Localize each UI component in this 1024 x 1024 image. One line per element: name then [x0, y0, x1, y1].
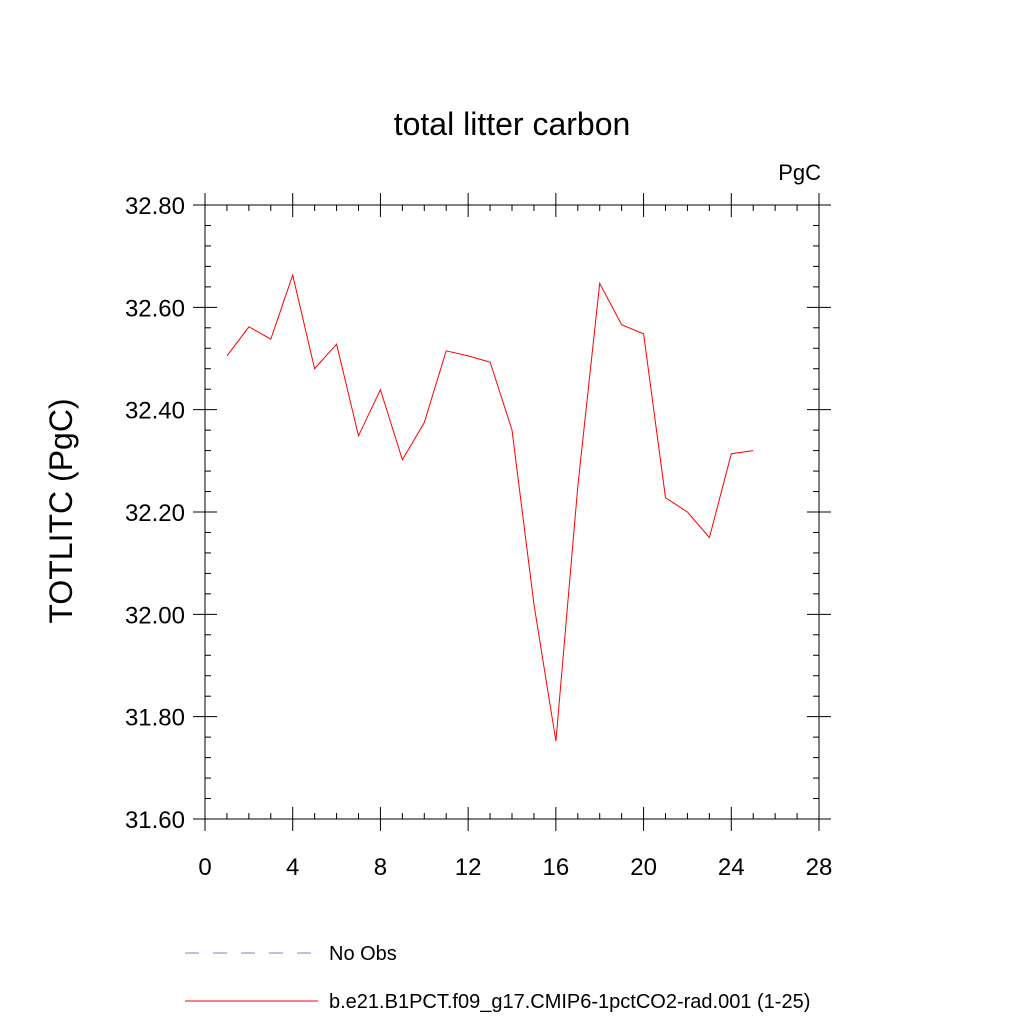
y-tick-label: 32.00	[125, 602, 185, 629]
x-tick-label: 24	[718, 854, 745, 881]
x-tick-label: 16	[543, 854, 570, 881]
y-tick-label: 32.60	[125, 295, 185, 322]
y-tick-label: 31.80	[125, 705, 185, 732]
series-line	[226, 273, 754, 742]
x-tick-label: 20	[630, 854, 657, 881]
x-tick-label: 12	[455, 854, 482, 881]
legend: No Obs b.e21.B1PCT.f09_g17.CMIP6-1pctCO2…	[185, 943, 810, 1013]
axis-ticks: 0 4 8 12 16 20 24 28 31.60 31.80 32.00 32.20 32.40 32…	[125, 193, 832, 881]
y-axis-label: TOTLITC (PgC)	[43, 398, 79, 623]
legend-label-no-obs: No Obs	[329, 943, 397, 965]
plot-frame	[204, 204, 820, 820]
y-tick-label: 32.80	[125, 193, 185, 220]
chart-title: total litter carbon	[394, 106, 631, 142]
x-tick-label: 8	[374, 854, 387, 881]
x-tick-label: 28	[806, 854, 833, 881]
y-tick-label: 31.60	[125, 807, 185, 834]
x-tick-label: 4	[286, 854, 299, 881]
units-label: PgC	[778, 160, 821, 185]
y-tick-label: 32.40	[125, 398, 185, 425]
x-tick-label: 0	[198, 854, 211, 881]
series-lines	[226, 273, 754, 742]
legend-label-model-run: b.e21.B1PCT.f09_g17.CMIP6-1pctCO2-rad.00…	[329, 991, 810, 1013]
y-tick-label: 32.20	[125, 500, 185, 527]
